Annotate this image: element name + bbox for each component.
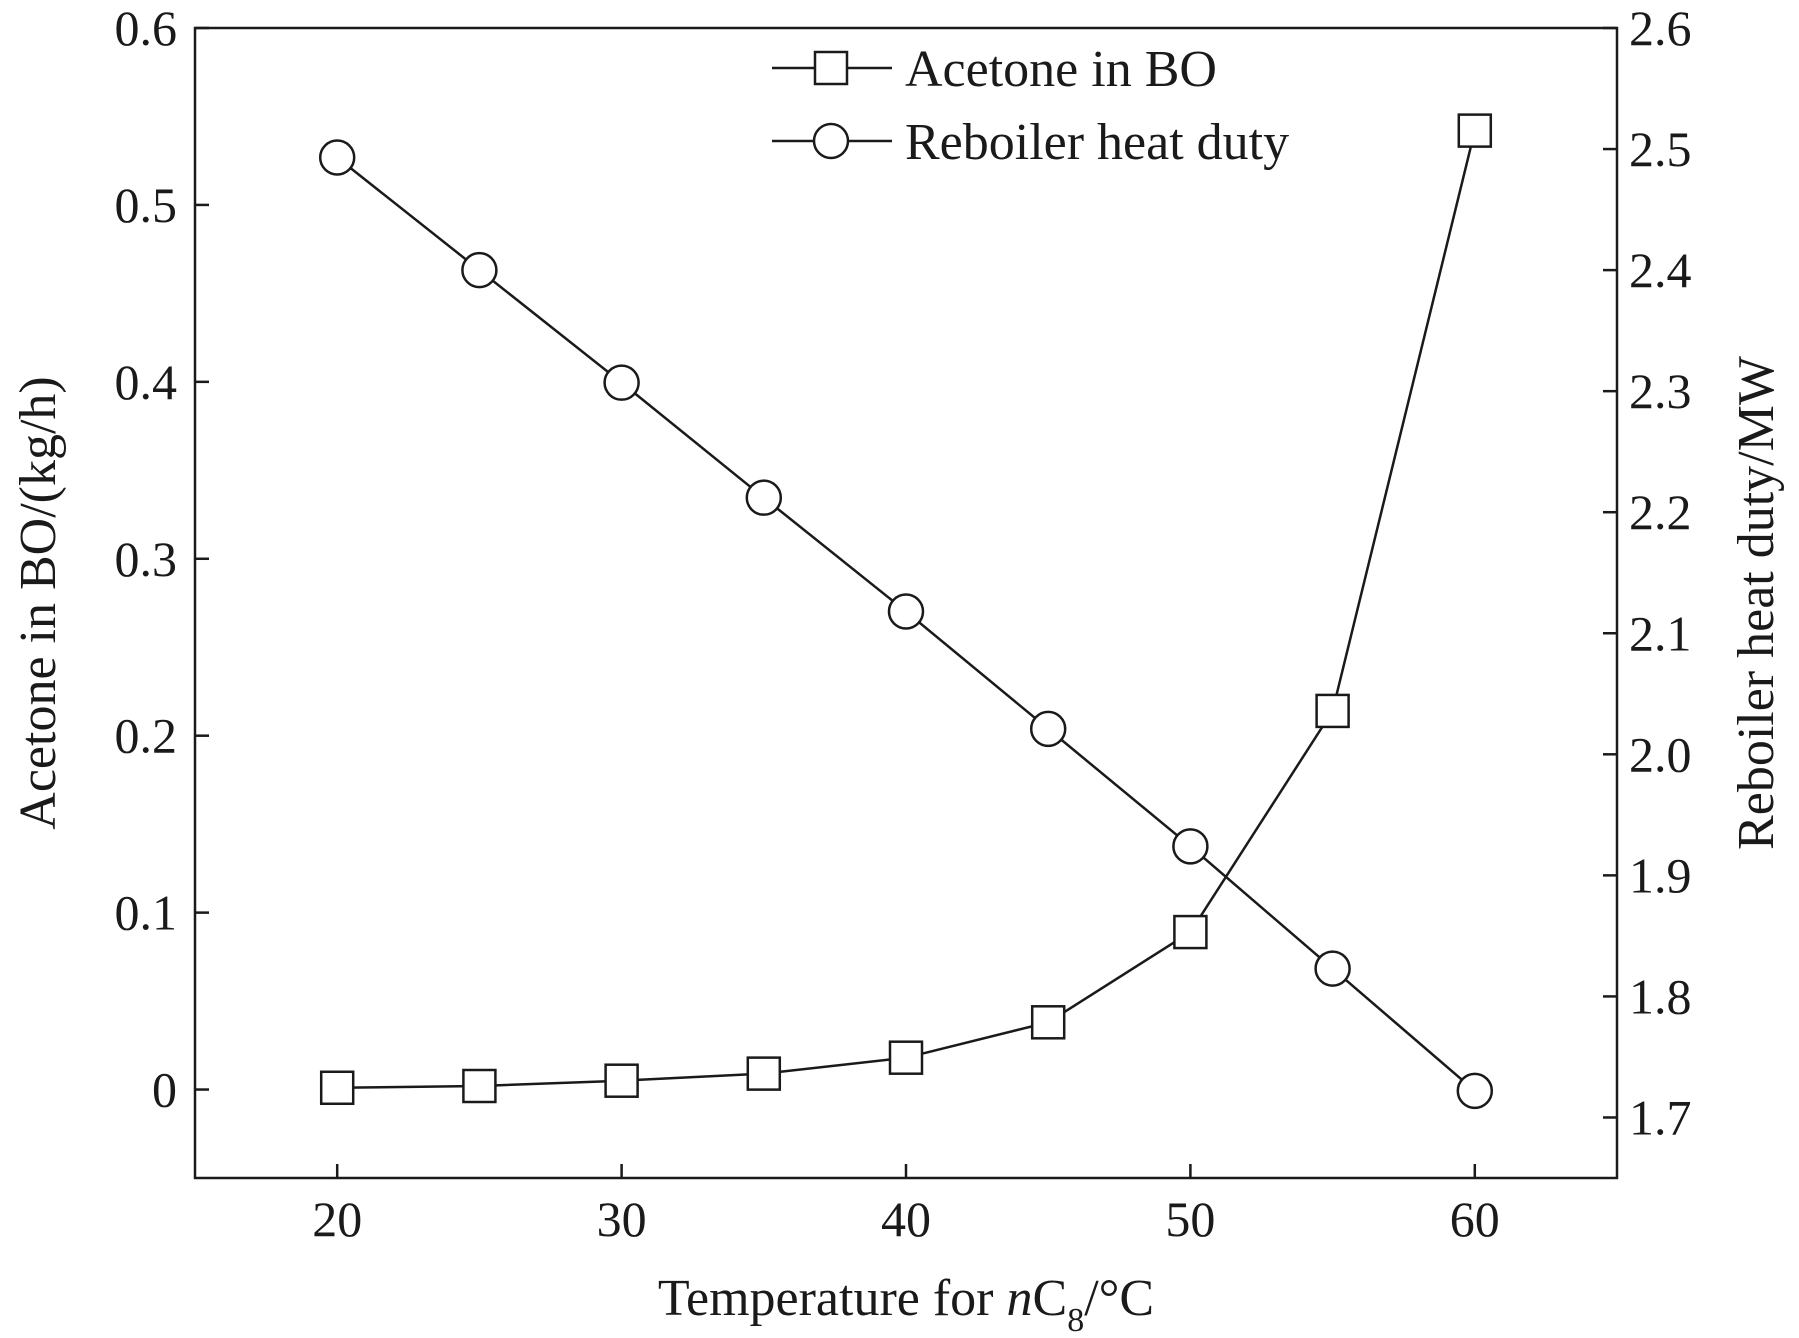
left-tick-label-5: 0.5 [115,177,178,233]
point-acetone-35 [746,1056,782,1091]
right-tick-label-3: 2.0 [1629,726,1692,782]
point-acetone-55 [1315,693,1350,729]
series-layer [318,113,1494,1110]
point-reboiler-30 [603,364,640,401]
right-tick-label-4: 2.1 [1629,605,1692,661]
point-acetone-25 [462,1068,497,1104]
right-tick-label-9: 2.6 [1629,0,1692,56]
left-tick-label-1: 0.1 [115,885,178,941]
right-tick-label-2: 1.9 [1629,847,1692,903]
x-axis-title: Temperature for nC8/°C [658,1270,1154,1338]
point-acetone-40 [888,1040,924,1075]
right-tick-label-6: 2.3 [1629,363,1692,419]
right-tick-label-7: 2.4 [1629,242,1692,298]
point-reboiler-40 [887,593,925,630]
left-tick-label-6: 0.6 [115,0,178,56]
point-acetone-50 [1173,914,1208,950]
legend-circle-marker [812,122,850,160]
left-axis-title: Acetone in BO/(kg/h) [10,376,67,829]
point-reboiler-20 [318,139,356,176]
right-axis-ticks: 1.7 1.8 1.9 2.0 2.1 2.2 2.3 2.4 2.5 2.6 [1603,0,1692,1145]
point-reboiler-60 [1456,1072,1494,1110]
x-tick-label-30: 30 [597,1191,647,1247]
legend: Acetone in BO Reboiler heat duty [772,41,1289,171]
x-axis-ticks: 20 30 40 50 60 [312,1164,1500,1247]
point-acetone-20 [319,1070,355,1106]
legend-square-marker [813,50,849,86]
right-tick-label-1: 1.8 [1629,968,1692,1024]
point-reboiler-35 [745,479,783,516]
point-acetone-45 [1030,1005,1066,1040]
point-acetone-30 [604,1063,639,1098]
right-tick-label-8: 2.5 [1629,121,1692,177]
right-tick-label-5: 2.2 [1629,484,1692,540]
legend-item-reboiler: Reboiler heat duty [772,114,1289,171]
x-tick-label-60: 60 [1450,1191,1500,1247]
x-tick-label-40: 40 [881,1191,931,1247]
x-axis-title-subscript: 8 [1067,1302,1084,1338]
point-reboiler-45 [1029,710,1067,748]
x-axis-title-italic: n [1007,1270,1033,1327]
x-axis-title-suffix: /°C [1084,1270,1154,1327]
x-tick-label-20: 20 [312,1191,362,1247]
left-tick-label-0: 0 [152,1062,177,1118]
left-tick-label-2: 0.2 [115,708,178,764]
legend-item-acetone: Acetone in BO [772,41,1217,98]
point-reboiler-25 [461,251,498,289]
left-axis-ticks: 0 0.1 0.2 0.3 0.4 0.5 0.6 [115,0,209,1118]
right-axis-title: Reboiler heat duty/MW [1728,356,1785,850]
x-tick-label-50: 50 [1165,1191,1215,1247]
point-reboiler-50 [1172,828,1209,865]
point-acetone-60 [1457,113,1493,148]
point-reboiler-55 [1314,950,1351,987]
x-axis-title-main: C [1033,1270,1068,1327]
left-tick-label-3: 0.3 [115,531,178,587]
x-axis-title-prefix: Temperature for [658,1270,1007,1327]
left-tick-label-4: 0.4 [115,354,178,410]
legend-label-acetone: Acetone in BO [905,41,1217,98]
right-tick-label-0: 1.7 [1629,1089,1692,1145]
legend-label-reboiler: Reboiler heat duty [905,114,1289,171]
